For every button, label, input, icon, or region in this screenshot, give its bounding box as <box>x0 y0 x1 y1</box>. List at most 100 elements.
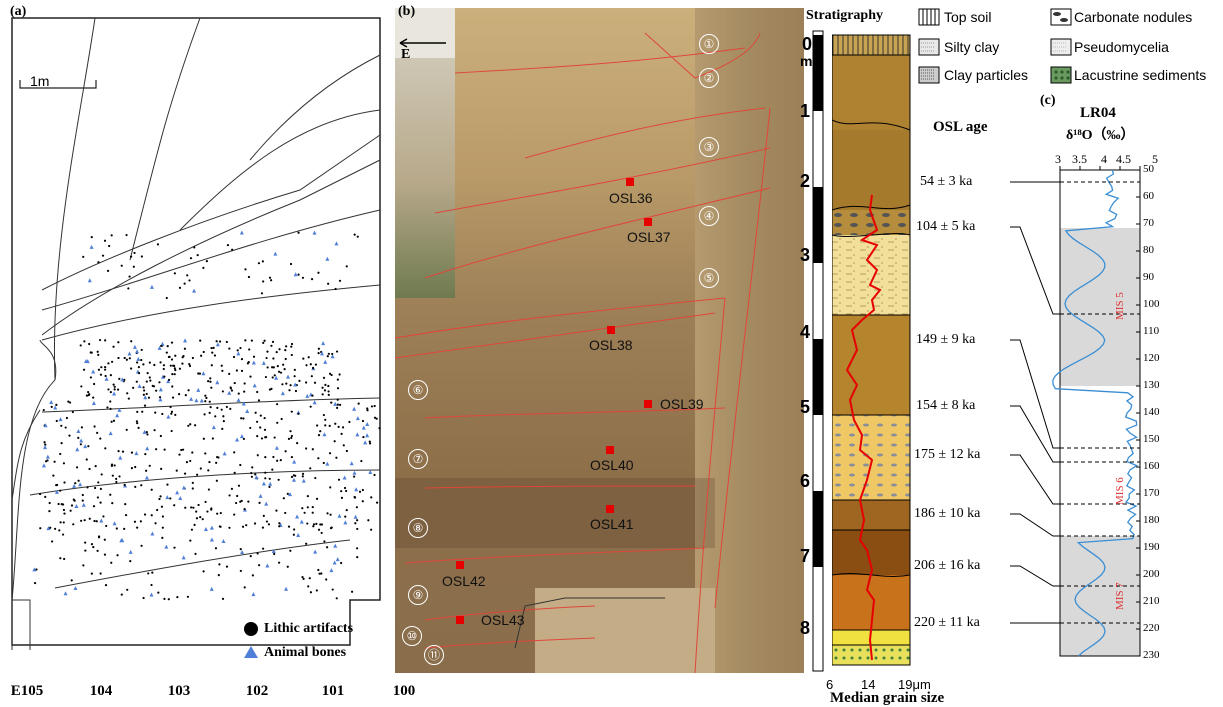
lithic-point <box>213 354 217 357</box>
lithic-point <box>129 560 132 563</box>
lithic-point <box>109 390 112 394</box>
lithic-point <box>259 414 262 417</box>
lithic-point <box>96 549 99 552</box>
lithic-point <box>53 460 56 463</box>
lithic-point <box>173 504 176 507</box>
lithic-point <box>174 368 177 372</box>
lithic-point <box>162 364 166 367</box>
lithic-point <box>161 526 164 529</box>
lithic-point <box>210 364 213 367</box>
lithic-point <box>264 471 267 474</box>
osl-sample-label: OSL37 <box>627 229 671 245</box>
bone-point <box>352 470 357 475</box>
lithic-point <box>230 389 234 392</box>
lithic-point <box>326 355 329 358</box>
lr04-xtick: 4 <box>1101 152 1107 166</box>
panel-b-label: (b) <box>398 4 416 19</box>
lithic-point <box>173 364 176 367</box>
lithic-point <box>271 376 274 379</box>
bone-point <box>78 482 83 487</box>
lithic-point <box>90 351 93 354</box>
bone-point <box>209 537 214 542</box>
lithic-point <box>209 380 212 383</box>
lithic-point <box>251 466 254 469</box>
bone-point <box>41 463 46 468</box>
bone-point <box>271 548 276 553</box>
lithic-point <box>242 417 245 420</box>
lithic-point <box>149 379 152 382</box>
lithic-point <box>284 511 287 515</box>
lithic-point <box>302 357 305 360</box>
lithic-point <box>107 388 110 391</box>
lithic-point <box>317 347 320 350</box>
lithic-point <box>253 522 257 525</box>
lithic-point <box>275 351 278 354</box>
lithic-point <box>345 265 348 268</box>
lithic-point <box>279 371 283 374</box>
bone-point <box>158 397 163 402</box>
lithic-point <box>310 278 314 281</box>
depth-label: 5 <box>800 397 811 417</box>
lithic-point <box>62 508 66 512</box>
bone-point <box>333 543 338 548</box>
lithic-point <box>256 454 259 457</box>
top-soil-icon <box>918 8 940 26</box>
lithic-point <box>324 424 327 427</box>
bone-point <box>352 406 357 411</box>
lithic-point <box>160 344 163 348</box>
bone-point <box>196 387 201 392</box>
lithic-point <box>272 357 275 360</box>
bone-point <box>104 376 109 381</box>
lr04-ytick: 60 <box>1143 190 1154 202</box>
lithic-point <box>292 533 295 536</box>
lr04-ytick: 50 <box>1143 163 1154 175</box>
lithic-point <box>204 452 207 455</box>
lithic-point <box>86 486 89 489</box>
lithic-point <box>156 508 159 512</box>
lithic-point <box>95 520 98 523</box>
lithic-point <box>104 584 108 587</box>
lithic-point <box>367 519 370 522</box>
lithic-point <box>117 356 120 360</box>
bone-point <box>286 374 291 379</box>
lithic-point <box>128 357 131 360</box>
lithic-point <box>137 372 141 375</box>
lithic-point <box>190 506 193 509</box>
lithic-point <box>268 485 271 489</box>
lithic-point <box>106 269 110 272</box>
lithic-point <box>322 461 325 465</box>
lithic-point <box>98 338 102 342</box>
scale-bar <box>19 80 97 89</box>
lithic-legend-label: Lithic artifacts <box>264 621 354 636</box>
lithic-point <box>323 389 327 392</box>
layer-line <box>11 599 31 650</box>
bone-point <box>127 351 132 356</box>
lr04-ytick: 100 <box>1143 298 1160 310</box>
panel-a-label: (a) <box>10 4 27 19</box>
lithic-point <box>355 506 358 509</box>
bone-point <box>239 230 244 235</box>
lithic-point <box>239 548 242 551</box>
lithic-point <box>101 254 105 257</box>
lithic-point <box>329 526 333 530</box>
layer-line <box>41 397 381 413</box>
lithic-point <box>184 394 187 397</box>
bone-point <box>211 425 216 430</box>
lithic-point <box>90 236 93 239</box>
lithic-point <box>373 416 377 419</box>
lithic-point <box>120 593 123 596</box>
lithic-point <box>170 410 174 413</box>
lithic-point <box>341 426 345 429</box>
lithic-point <box>59 557 62 560</box>
layer-line <box>41 284 381 341</box>
lithic-point <box>275 403 279 406</box>
lithic-point <box>72 523 75 526</box>
lithic-point <box>195 517 199 520</box>
lithic-point <box>85 394 89 397</box>
osl-sample-marker <box>456 616 464 624</box>
lithic-point <box>132 386 135 389</box>
lithic-point <box>186 595 190 598</box>
lithic-point <box>230 487 234 490</box>
lithic-point <box>190 528 194 531</box>
lithic-point <box>109 407 112 410</box>
